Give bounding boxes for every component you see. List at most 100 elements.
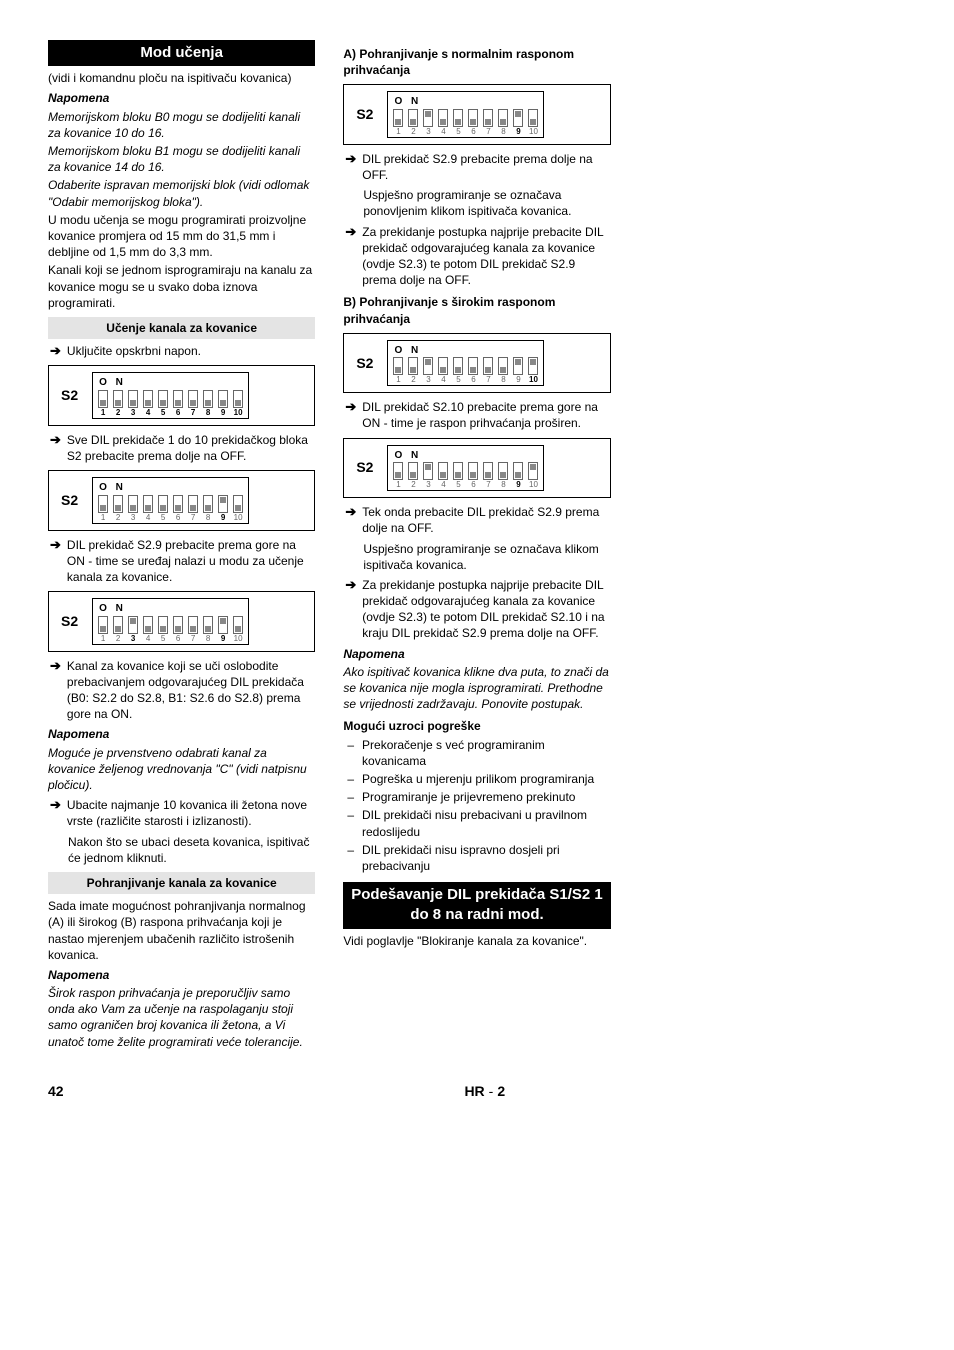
dip-switch-5 (453, 109, 463, 127)
dip-switch-6 (173, 390, 183, 408)
step-item: ➔ DIL prekidač S2.10 prebacite prema gor… (343, 399, 610, 431)
section-header: Podešavanje DIL prekidača S1/S2 1 do 8 n… (343, 882, 610, 929)
note-text: Memorijskom bloku B1 mogu se dodijeliti … (48, 143, 315, 175)
dip-switch-5 (158, 390, 168, 408)
step-item: ➔ Uključite opskrbni napon. (48, 343, 315, 359)
dip-switch-4 (438, 109, 448, 127)
dip-switch-1 (98, 616, 108, 634)
arrow-icon: ➔ (345, 151, 356, 183)
step-text: Kanal za kovanice koji se uči oslobodite… (67, 658, 315, 723)
step-text: Sve DIL prekidače 1 do 10 prekidačkog bl… (67, 432, 315, 464)
note-text: Moguće je prvenstveno odabrati kanal za … (48, 745, 315, 794)
step-text: DIL prekidač S2.10 prebacite prema gore … (362, 399, 610, 431)
dip-switch-10 (233, 495, 243, 513)
dip-switch-6 (468, 357, 478, 375)
step-item: ➔ Kanal za kovanice koji se uči oslobodi… (48, 658, 315, 723)
dip-switch-10 (528, 462, 538, 480)
dip-switch-9 (218, 616, 228, 634)
arrow-icon: ➔ (345, 399, 356, 431)
dip-switch-7 (483, 462, 493, 480)
dip-switch-1 (393, 109, 403, 127)
body-text: Vidi poglavlje "Blokiranje kanala za kov… (343, 933, 610, 949)
dip-label: S2 (352, 105, 377, 124)
dip-switch-diagram: S2 O N12345678910 (343, 84, 610, 145)
body-text: Sada imate mogućnost pohranjivanja norma… (48, 898, 315, 963)
arrow-icon: ➔ (345, 577, 356, 642)
dip-switch-10 (528, 109, 538, 127)
dip-switch-2 (408, 357, 418, 375)
step-text: Za prekidanje postupka najprije prebacit… (362, 224, 610, 289)
arrow-icon: ➔ (50, 432, 61, 464)
dip-label: S2 (352, 458, 377, 477)
dip-switch-10 (233, 616, 243, 634)
dip-switch-diagram: S2 O N12345678910 (48, 470, 315, 531)
dip-box: O N12345678910 (92, 372, 249, 419)
dip-switch-4 (438, 462, 448, 480)
page-footer: 42 HR-2 (48, 1082, 906, 1101)
section-header: Mod učenja (48, 40, 315, 66)
subsection-header: Učenje kanala za kovanice (48, 317, 315, 339)
dip-switch-3 (423, 357, 433, 375)
dip-switch-7 (188, 495, 198, 513)
dip-switch-8 (203, 616, 213, 634)
subsection-title: A) Pohranjivanje s normalnim rasponom pr… (343, 46, 610, 78)
dip-box: O N12345678910 (387, 91, 544, 138)
dip-switch-5 (453, 462, 463, 480)
dip-switch-8 (203, 495, 213, 513)
dip-label: S2 (57, 386, 82, 405)
dip-switch-6 (468, 109, 478, 127)
dip-switch-8 (498, 462, 508, 480)
subsection-header: Pohranjivanje kanala za kovanice (48, 872, 315, 894)
dip-switch-6 (173, 495, 183, 513)
dip-box: O N12345678910 (387, 445, 544, 492)
step-text: Za prekidanje postupka najprije prebacit… (362, 577, 610, 642)
dip-switch-7 (188, 390, 198, 408)
dip-switch-1 (393, 357, 403, 375)
step-item: ➔ Ubacite najmanje 10 kovanica ili žeton… (48, 797, 315, 829)
dip-switch-1 (98, 390, 108, 408)
step-text: Ubacite najmanje 10 kovanica ili žetona … (67, 797, 315, 829)
dip-switch-3 (128, 495, 138, 513)
dip-switch-2 (113, 390, 123, 408)
dip-switch-3 (423, 109, 433, 127)
dip-switch-5 (158, 495, 168, 513)
dip-switch-3 (423, 462, 433, 480)
dip-switch-9 (218, 495, 228, 513)
dip-switch-10 (528, 357, 538, 375)
dip-switch-9 (513, 109, 523, 127)
dip-switch-2 (408, 462, 418, 480)
dip-switch-2 (113, 616, 123, 634)
dip-switch-2 (408, 109, 418, 127)
dip-switch-diagram: S2O N12345678910 (48, 591, 315, 652)
step-item: ➔ Tek onda prebacite DIL prekidač S2.9 p… (343, 504, 610, 536)
dip-switch-8 (498, 357, 508, 375)
dip-switch-5 (158, 616, 168, 634)
dip-label: S2 (352, 354, 377, 373)
dip-switch-3 (128, 616, 138, 634)
dip-switch-4 (143, 616, 153, 634)
dip-switch-2 (113, 495, 123, 513)
arrow-icon: ➔ (345, 224, 356, 289)
dip-switch-1 (98, 495, 108, 513)
step-text: Uključite opskrbni napon. (67, 343, 315, 359)
list-item: –DIL prekidači nisu prebacivani u pravil… (343, 807, 610, 839)
dip-switch-diagram: S2 O N12345678910 (48, 365, 315, 426)
dip-switch-9 (218, 390, 228, 408)
body-text: Kanali koji se jednom isprogramiraju na … (48, 262, 315, 311)
dip-switch-7 (483, 109, 493, 127)
dip-label: S2 (57, 491, 82, 510)
dip-switch-10 (233, 390, 243, 408)
dip-box: O N12345678910 (92, 477, 249, 524)
arrow-icon: ➔ (50, 537, 61, 586)
step-text: DIL prekidač S2.9 prebacite prema dolje … (362, 151, 610, 183)
body-text: Uspješno programiranje se označava ponov… (363, 187, 610, 219)
arrow-icon: ➔ (50, 343, 61, 359)
dip-switch-8 (498, 109, 508, 127)
dip-switch-diagram: S2 O N12345678910 (343, 438, 610, 499)
dip-box: O N12345678910 (92, 598, 249, 645)
body-text: (vidi i komandnu ploču na ispitivaču kov… (48, 70, 315, 86)
dip-switch-4 (143, 495, 153, 513)
dip-switch-8 (203, 390, 213, 408)
list-item: –Pogreška u mjerenju prilikom programira… (343, 771, 610, 787)
note-text: Memorijskom bloku B0 mogu se dodijeliti … (48, 109, 315, 141)
